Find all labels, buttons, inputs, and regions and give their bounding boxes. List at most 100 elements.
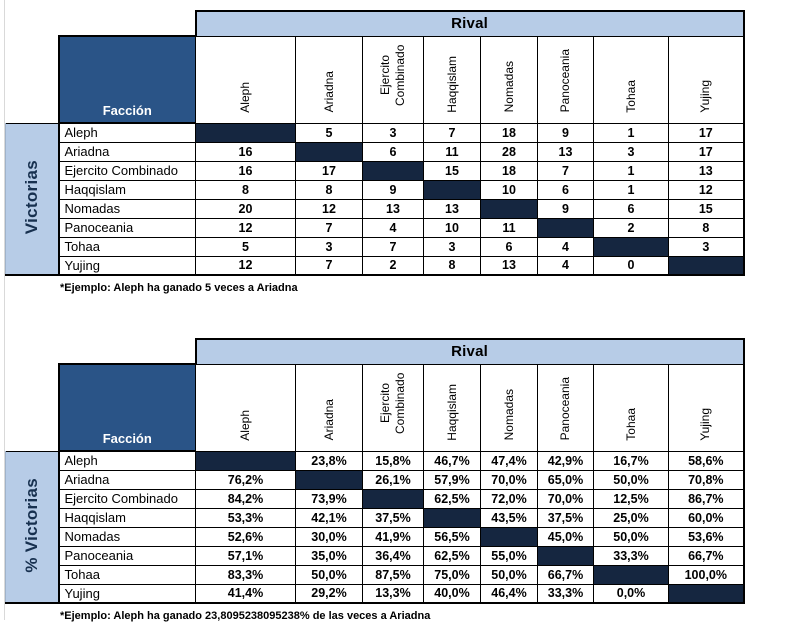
diagonal-cell[interactable] — [195, 122, 296, 143]
value-cell[interactable]: 46,7% — [423, 450, 481, 471]
value-cell[interactable]: 57,1% — [195, 545, 296, 566]
value-cell[interactable]: 66,7% — [537, 564, 594, 585]
row-header-haqqislam[interactable]: Haqqislam — [57, 507, 196, 528]
row-header-panoceania[interactable]: Panoceania — [57, 545, 196, 566]
value-cell[interactable]: 75,0% — [423, 564, 481, 585]
diagonal-cell[interactable] — [362, 160, 424, 181]
value-cell[interactable]: 45,0% — [537, 526, 594, 547]
value-cell[interactable]: 72,0% — [480, 488, 538, 509]
value-cell[interactable]: 41,9% — [362, 526, 424, 547]
diagonal-cell[interactable] — [537, 545, 594, 566]
value-cell[interactable]: 28 — [480, 141, 538, 162]
value-cell[interactable]: 25,0% — [593, 507, 669, 528]
value-cell[interactable]: 16 — [195, 160, 296, 181]
value-cell[interactable]: 5 — [195, 236, 296, 257]
diagonal-cell[interactable] — [593, 236, 669, 257]
column-header-haqqislam[interactable]: Haqqislam — [423, 35, 481, 124]
column-header-ariadna[interactable]: Ariadna — [295, 35, 363, 124]
column-header-yujing[interactable]: Yujing — [667, 35, 745, 124]
value-cell[interactable]: 9 — [537, 122, 594, 143]
value-cell[interactable]: 1 — [593, 160, 669, 181]
faccion-header[interactable]: Facción — [57, 363, 196, 452]
value-cell[interactable]: 10 — [423, 217, 481, 238]
value-cell[interactable]: 26,1% — [362, 469, 424, 490]
value-cell[interactable]: 17 — [667, 122, 745, 143]
value-cell[interactable]: 73,9% — [295, 488, 363, 509]
value-cell[interactable]: 65,0% — [537, 469, 594, 490]
value-cell[interactable]: 6 — [480, 236, 538, 257]
value-cell[interactable]: 33,3% — [537, 583, 594, 604]
side-label-cell[interactable]: % Victorias — [5, 450, 59, 604]
value-cell[interactable]: 17 — [295, 160, 363, 181]
value-cell[interactable]: 6 — [593, 198, 669, 219]
row-header-haqqislam[interactable]: Haqqislam — [57, 179, 196, 200]
value-cell[interactable]: 83,3% — [195, 564, 296, 585]
diagonal-cell[interactable] — [667, 255, 745, 276]
value-cell[interactable]: 1 — [593, 122, 669, 143]
value-cell[interactable]: 7 — [295, 255, 363, 276]
value-cell[interactable]: 56,5% — [423, 526, 481, 547]
row-header-yujing[interactable]: Yujing — [57, 583, 196, 604]
column-header-panoceania[interactable]: Panoceania — [537, 363, 594, 452]
diagonal-cell[interactable] — [423, 507, 481, 528]
column-header-haqqislam[interactable]: Haqqislam — [423, 363, 481, 452]
value-cell[interactable]: 3 — [362, 122, 424, 143]
value-cell[interactable]: 13 — [423, 198, 481, 219]
value-cell[interactable]: 15,8% — [362, 450, 424, 471]
diagonal-cell[interactable] — [593, 564, 669, 585]
value-cell[interactable]: 12 — [195, 217, 296, 238]
row-header-tohaa[interactable]: Tohaa — [57, 236, 196, 257]
value-cell[interactable]: 7 — [295, 217, 363, 238]
value-cell[interactable]: 84,2% — [195, 488, 296, 509]
value-cell[interactable]: 6 — [537, 179, 594, 200]
diagonal-cell[interactable] — [195, 450, 296, 471]
row-header-tohaa[interactable]: Tohaa — [57, 564, 196, 585]
value-cell[interactable]: 43,5% — [480, 507, 538, 528]
value-cell[interactable]: 0 — [593, 255, 669, 276]
value-cell[interactable]: 86,7% — [667, 488, 745, 509]
value-cell[interactable]: 76,2% — [195, 469, 296, 490]
column-header-ariadna[interactable]: Ariadna — [295, 363, 363, 452]
diagonal-cell[interactable] — [295, 469, 363, 490]
value-cell[interactable]: 57,9% — [423, 469, 481, 490]
value-cell[interactable]: 13,3% — [362, 583, 424, 604]
column-header-tohaa[interactable]: Tohaa — [593, 35, 669, 124]
value-cell[interactable]: 8 — [295, 179, 363, 200]
value-cell[interactable]: 4 — [537, 236, 594, 257]
value-cell[interactable]: 12 — [667, 179, 745, 200]
value-cell[interactable]: 23,8% — [295, 450, 363, 471]
value-cell[interactable]: 36,4% — [362, 545, 424, 566]
value-cell[interactable]: 37,5% — [537, 507, 594, 528]
value-cell[interactable]: 20 — [195, 198, 296, 219]
column-header-nomadas[interactable]: Nomadas — [480, 363, 538, 452]
value-cell[interactable]: 10 — [480, 179, 538, 200]
value-cell[interactable]: 35,0% — [295, 545, 363, 566]
value-cell[interactable]: 62,5% — [423, 488, 481, 509]
column-header-panoceania[interactable]: Panoceania — [537, 35, 594, 124]
value-cell[interactable]: 62,5% — [423, 545, 481, 566]
value-cell[interactable]: 3 — [295, 236, 363, 257]
value-cell[interactable]: 13 — [667, 160, 745, 181]
row-header-ariadna[interactable]: Ariadna — [57, 141, 196, 162]
value-cell[interactable]: 60,0% — [667, 507, 745, 528]
column-header-aleph[interactable]: Aleph — [195, 363, 296, 452]
value-cell[interactable]: 42,1% — [295, 507, 363, 528]
value-cell[interactable]: 16,7% — [593, 450, 669, 471]
value-cell[interactable]: 66,7% — [667, 545, 745, 566]
value-cell[interactable]: 16 — [195, 141, 296, 162]
value-cell[interactable]: 18 — [480, 122, 538, 143]
value-cell[interactable]: 8 — [195, 179, 296, 200]
diagonal-cell[interactable] — [423, 179, 481, 200]
value-cell[interactable]: 4 — [362, 217, 424, 238]
column-header-aleph[interactable]: Aleph — [195, 35, 296, 124]
value-cell[interactable]: 11 — [423, 141, 481, 162]
side-label-cell[interactable]: Victorias — [5, 122, 59, 276]
value-cell[interactable]: 17 — [667, 141, 745, 162]
diagonal-cell[interactable] — [537, 217, 594, 238]
value-cell[interactable]: 2 — [593, 217, 669, 238]
value-cell[interactable]: 40,0% — [423, 583, 481, 604]
value-cell[interactable]: 15 — [423, 160, 481, 181]
value-cell[interactable]: 70,8% — [667, 469, 745, 490]
row-header-panoceania[interactable]: Panoceania — [57, 217, 196, 238]
value-cell[interactable]: 12 — [195, 255, 296, 276]
